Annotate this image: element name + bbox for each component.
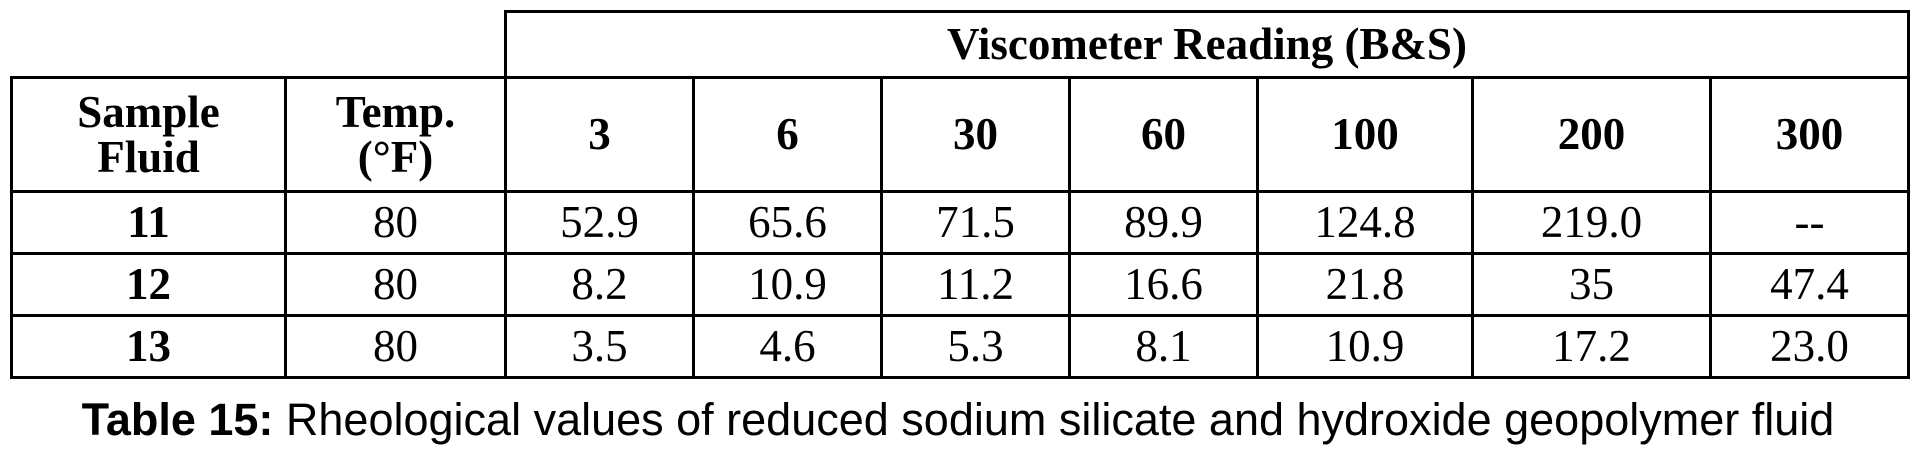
reading-cell: 21.8 bbox=[1256, 252, 1474, 317]
temp-cell: 80 bbox=[284, 314, 507, 379]
sample-cell: 11 bbox=[10, 190, 287, 255]
caption-text: Rheological values of reduced sodium sil… bbox=[273, 394, 1835, 445]
reading-cell: 8.2 bbox=[504, 252, 695, 317]
reading-cell: 219.0 bbox=[1471, 190, 1712, 255]
empty-corner-cell bbox=[11, 11, 507, 79]
reading-cell: 71.5 bbox=[880, 190, 1071, 255]
reading-cell: 8.1 bbox=[1068, 314, 1259, 379]
reading-cell: 17.2 bbox=[1471, 314, 1712, 379]
reading-cell: 124.8 bbox=[1256, 190, 1474, 255]
reading-cell: 89.9 bbox=[1068, 190, 1259, 255]
sample-cell: 12 bbox=[10, 252, 287, 317]
reading-cell: -- bbox=[1709, 190, 1910, 255]
reading-cell: 3.5 bbox=[504, 314, 695, 379]
sample-fluid-header: Sample Fluid bbox=[10, 76, 287, 193]
reading-cell: 35 bbox=[1471, 252, 1712, 317]
speed-header: 6 bbox=[692, 76, 883, 193]
table-row: 12 80 8.2 10.9 11.2 16.6 21.8 35 47.4 bbox=[10, 252, 1910, 317]
sample-cell: 13 bbox=[10, 314, 287, 379]
speed-header: 30 bbox=[880, 76, 1071, 193]
reading-cell: 52.9 bbox=[504, 190, 695, 255]
reading-cell: 11.2 bbox=[880, 252, 1071, 317]
group-header-row: Viscometer Reading (B&S) bbox=[11, 10, 1910, 79]
caption-label: Table 15: bbox=[81, 394, 274, 445]
speed-header: 100 bbox=[1256, 76, 1474, 193]
reading-cell: 16.6 bbox=[1068, 252, 1259, 317]
temp-header: Temp. (°F) bbox=[284, 76, 507, 193]
reading-cell: 4.6 bbox=[692, 314, 883, 379]
temp-cell: 80 bbox=[284, 190, 507, 255]
table-caption: Table 15: Rheological values of reduced … bbox=[0, 392, 1916, 448]
column-header-row: Sample Fluid Temp. (°F) 3 6 30 60 100 20… bbox=[10, 76, 1910, 193]
viscometer-reading-header: Viscometer Reading (B&S) bbox=[504, 10, 1910, 79]
rheology-table: Viscometer Reading (B&S) Sample Fluid Te… bbox=[10, 10, 1910, 379]
table-row: 11 80 52.9 65.6 71.5 89.9 124.8 219.0 -- bbox=[10, 190, 1910, 255]
reading-cell: 10.9 bbox=[1256, 314, 1474, 379]
speed-header: 3 bbox=[504, 76, 695, 193]
speed-header: 60 bbox=[1068, 76, 1259, 193]
speed-header: 300 bbox=[1709, 76, 1910, 193]
reading-cell: 65.6 bbox=[692, 190, 883, 255]
reading-cell: 5.3 bbox=[880, 314, 1071, 379]
table-row: 13 80 3.5 4.6 5.3 8.1 10.9 17.2 23.0 bbox=[10, 314, 1910, 379]
reading-cell: 23.0 bbox=[1709, 314, 1910, 379]
reading-cell: 47.4 bbox=[1709, 252, 1910, 317]
reading-cell: 10.9 bbox=[692, 252, 883, 317]
temp-cell: 80 bbox=[284, 252, 507, 317]
speed-header: 200 bbox=[1471, 76, 1712, 193]
